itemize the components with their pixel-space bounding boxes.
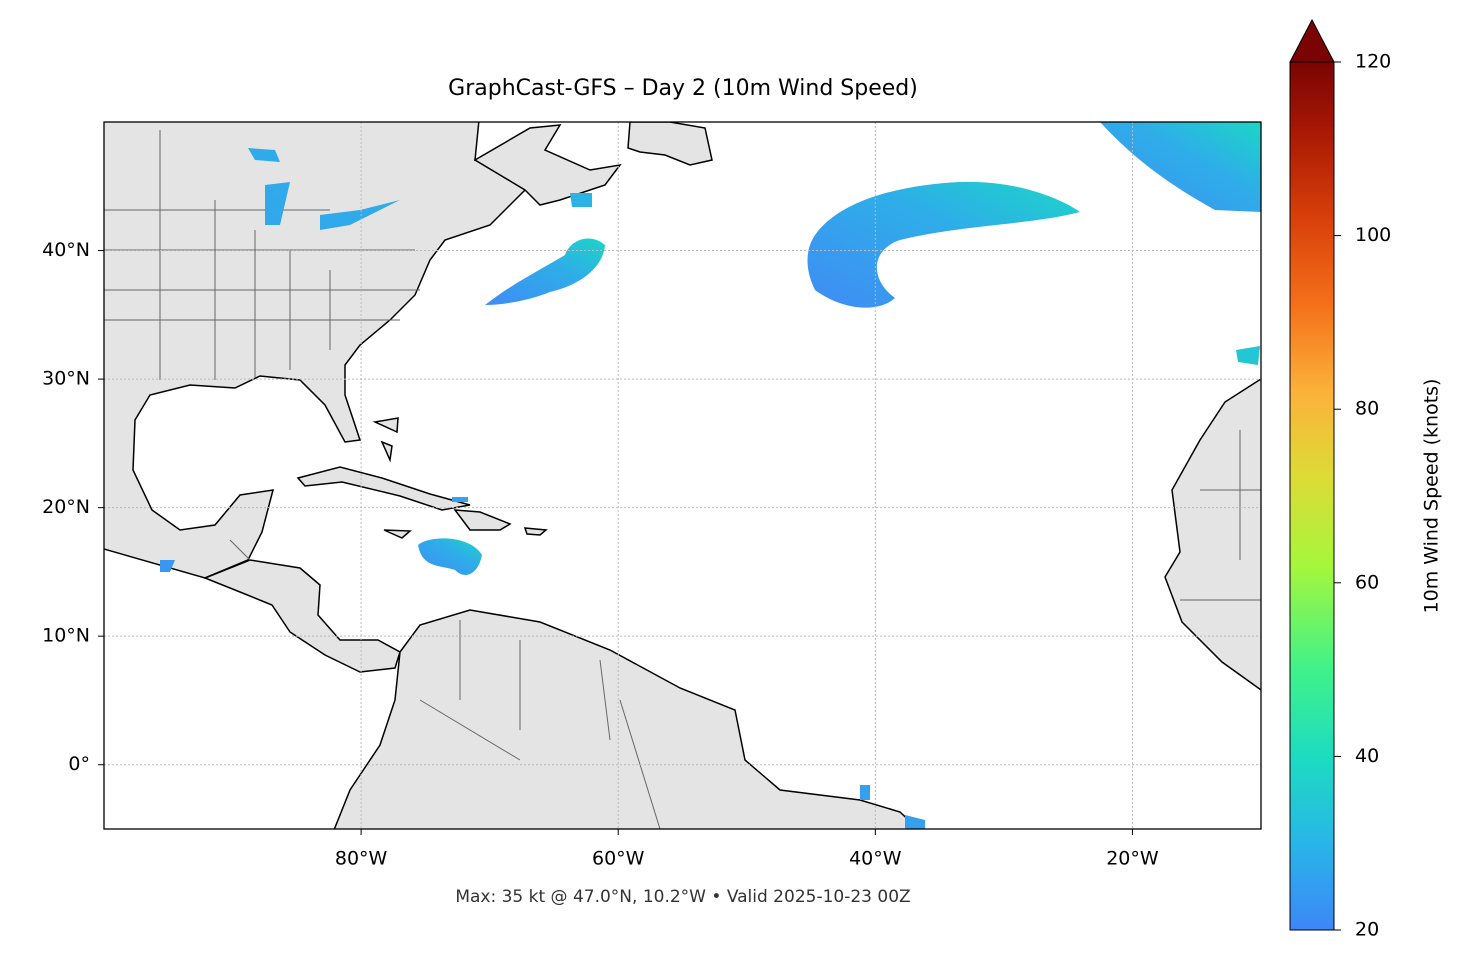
colorbar-tick-label: 60 xyxy=(1355,571,1379,593)
puerto-rico xyxy=(523,527,548,536)
colorbar-tick-label: 20 xyxy=(1355,919,1379,941)
colorbar-tick-label: 40 xyxy=(1355,745,1379,767)
colorbar-frame xyxy=(1289,61,1335,931)
wind-area xyxy=(418,538,482,575)
y-tick-label: 40°N xyxy=(42,239,90,261)
gridlines xyxy=(104,122,1261,829)
wind-area xyxy=(1100,122,1261,212)
colorbar-tick-label: 80 xyxy=(1355,398,1379,420)
x-tick-label: 80°W xyxy=(335,848,388,870)
title: GraphCast-GFS – Day 2 (10m Wind Speed) xyxy=(448,76,918,101)
wind-area xyxy=(160,148,1260,829)
y-tick-label: 30°N xyxy=(42,368,90,390)
borders xyxy=(104,130,1261,829)
y-tick-label: 0° xyxy=(68,753,90,775)
map-frame xyxy=(103,121,1262,830)
x-tick-label: 60°W xyxy=(592,848,645,870)
wind-area xyxy=(807,181,1080,308)
hispaniola xyxy=(453,509,512,531)
wind-fields xyxy=(160,122,1261,829)
x-tick-label: 40°W xyxy=(849,848,902,870)
jamaica xyxy=(383,529,412,539)
wind-area xyxy=(485,238,605,305)
colorbar-tick-label: 100 xyxy=(1355,224,1391,246)
north-america xyxy=(104,122,526,579)
y-tick-label: 20°N xyxy=(42,496,90,518)
colorbar-tick-label: 120 xyxy=(1355,51,1391,73)
map-layers xyxy=(104,122,1261,829)
caption: Max: 35 kt @ 47.0°N, 10.2°W • Valid 2025… xyxy=(455,887,910,907)
colorbar xyxy=(1290,62,1334,930)
x-tick-label: 20°W xyxy=(1106,848,1159,870)
colorbar-label: 10m Wind Speed (knots) xyxy=(1421,379,1443,614)
bahamas xyxy=(372,417,399,463)
canada-east xyxy=(473,122,713,206)
y-tick-label: 10°N xyxy=(42,625,90,647)
africa xyxy=(1164,378,1261,691)
colorbar-extend xyxy=(1289,18,1335,63)
